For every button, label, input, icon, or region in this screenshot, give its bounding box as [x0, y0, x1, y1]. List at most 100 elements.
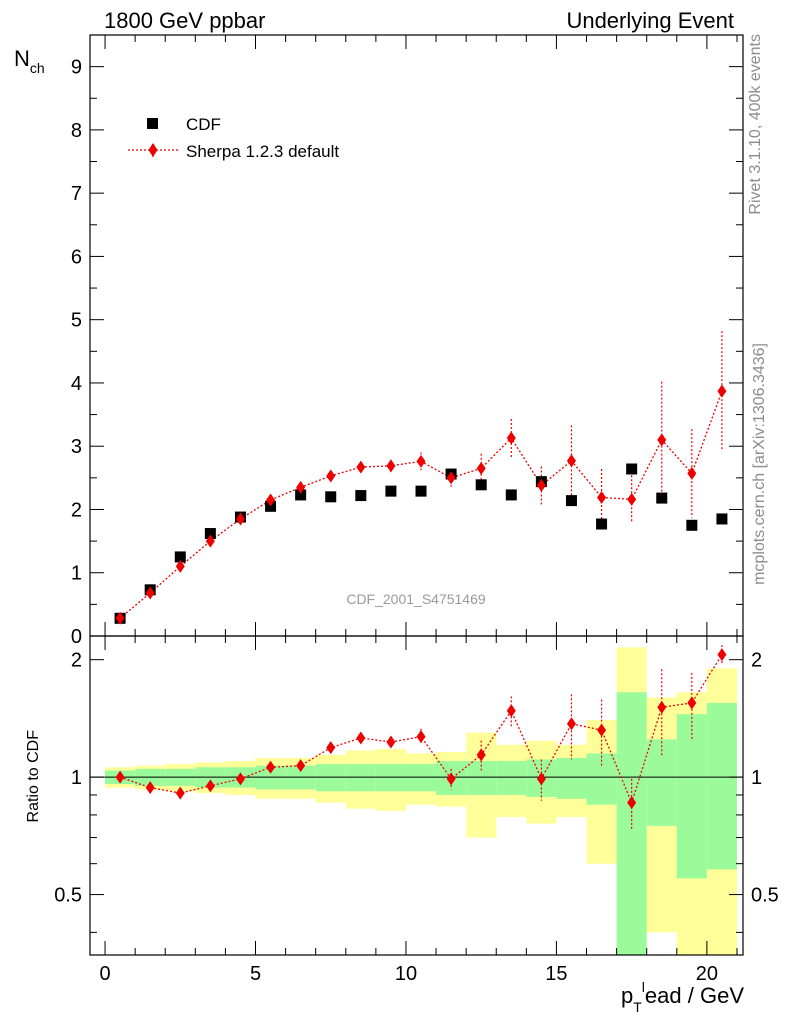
ratio-y-tick-label-right: 1: [751, 767, 762, 789]
main-y-tick-label: 1: [71, 563, 82, 585]
cdf-point: [174, 551, 186, 563]
legend-label-cdf: CDF: [186, 115, 221, 134]
ratio-uncertainty-bands: [105, 647, 737, 955]
ratio-point: [446, 772, 456, 786]
x-tick-label: 10: [395, 963, 417, 985]
sherpa-point: [536, 478, 546, 492]
band-inner-bin: [405, 764, 437, 792]
x-tick-label: 0: [99, 963, 110, 985]
main-y-tick-label: 8: [71, 120, 82, 142]
ratio-y-tick-label: 0.5: [54, 885, 82, 907]
cdf-point: [355, 490, 367, 502]
main-y-label: Nch: [14, 46, 45, 76]
ratio-point: [296, 759, 306, 773]
ratio-point: [175, 786, 185, 800]
cdf-point: [596, 518, 608, 530]
x-tick-label: 5: [250, 963, 261, 985]
ratio-y-tick-label-right: 2: [751, 650, 762, 672]
ratio-point: [687, 696, 697, 710]
ratio-y-tick-label: 1: [71, 767, 82, 789]
ratio-point: [506, 704, 516, 718]
cdf-point: [475, 479, 487, 491]
ratio-point: [627, 796, 637, 810]
header-left: 1800 GeV ppbar: [104, 8, 265, 33]
sherpa-point: [386, 459, 396, 473]
cdf-point: [385, 485, 397, 497]
x-tick-label: 20: [696, 963, 718, 985]
x-tick-label: 15: [545, 963, 567, 985]
x-axis-label: pTlead / GeV: [621, 979, 744, 1015]
band-inner-bin: [345, 764, 376, 792]
legend-marker-cdf: [147, 118, 158, 129]
sherpa-point: [416, 454, 426, 468]
sherpa-point: [506, 431, 516, 445]
ratio-point: [566, 717, 576, 731]
band-inner-bin: [315, 764, 346, 792]
plot-frames: [89, 34, 744, 956]
sherpa-point: [597, 490, 607, 504]
ratio-point: [356, 731, 366, 745]
ratio-point: [536, 772, 546, 786]
legend-label-sherpa: Sherpa 1.2.3 default: [186, 142, 339, 161]
sherpa-point: [687, 466, 697, 480]
sherpa-point: [266, 493, 276, 507]
main-plot-marks: [114, 331, 728, 625]
header-right: Underlying Event: [566, 8, 734, 33]
legend: CDF Sherpa 1.2.3 default: [128, 115, 339, 161]
sherpa-point: [175, 559, 185, 573]
ratio-point: [416, 730, 426, 744]
cdf-point: [565, 495, 577, 507]
axis-ticks: 0 1 2 3 4 5 6 7 8 9 0 5 10 15 20 0.5 0.5 1 1 2 2: [54, 34, 779, 985]
ratio-point: [717, 648, 727, 662]
ratio-point: [115, 770, 125, 784]
main-y-tick-label: 9: [71, 57, 82, 79]
cdf-point: [295, 489, 307, 501]
sherpa-point: [356, 460, 366, 474]
ratio-point: [386, 735, 396, 749]
sherpa-point: [717, 384, 727, 398]
ratio-point: [145, 781, 155, 795]
cdf-point: [716, 513, 728, 525]
ratio-point: [657, 700, 667, 714]
ratio-point: [326, 741, 336, 755]
main-y-tick-label: 3: [71, 436, 82, 458]
sherpa-point: [476, 461, 486, 475]
ratio-y-tick-label: 2: [71, 650, 82, 672]
legend-marker-sherpa: [148, 143, 158, 157]
sherpa-point: [205, 534, 215, 548]
sherpa-point: [566, 454, 576, 468]
ratio-point: [205, 779, 215, 793]
watermark: CDF_2001_S4751469: [346, 591, 486, 607]
ratio-y-tick-label-right: 0.5: [751, 885, 779, 907]
main-y-tick-label: 4: [71, 373, 82, 395]
cdf-point: [505, 489, 517, 501]
band-inner-bin: [676, 714, 707, 879]
cdf-point: [686, 519, 698, 531]
ratio-point: [476, 748, 486, 762]
sherpa-point: [296, 480, 306, 494]
sherpa-point: [235, 512, 245, 526]
side-text-rivet: Rivet 3.1.10, 400k events: [747, 34, 764, 215]
band-inner-bin: [706, 702, 737, 870]
sherpa-point: [627, 492, 637, 506]
sherpa-point: [326, 469, 336, 483]
main-y-tick-label: 0: [71, 626, 82, 648]
ratio-point: [266, 760, 276, 774]
main-y-tick-label: 7: [71, 183, 82, 205]
ratio-point: [235, 772, 245, 786]
ratio-frame: [89, 635, 744, 956]
cdf-point: [204, 528, 216, 540]
ratio-y-label: Ratio to CDF: [25, 730, 42, 823]
sherpa-point: [145, 586, 155, 600]
band-inner-bin: [556, 757, 587, 799]
side-text-mcplots: mcplots.cern.ch [arXiv:1306.3436]: [751, 343, 768, 585]
cdf-point: [626, 463, 638, 475]
ratio-plot-marks: [115, 645, 727, 831]
band-inner-bin: [586, 753, 617, 805]
main-y-tick-label: 2: [71, 499, 82, 521]
cdf-point: [325, 491, 337, 503]
main-y-tick-label: 6: [71, 246, 82, 268]
band-inner-bin: [375, 764, 406, 792]
sherpa-point: [657, 433, 667, 447]
